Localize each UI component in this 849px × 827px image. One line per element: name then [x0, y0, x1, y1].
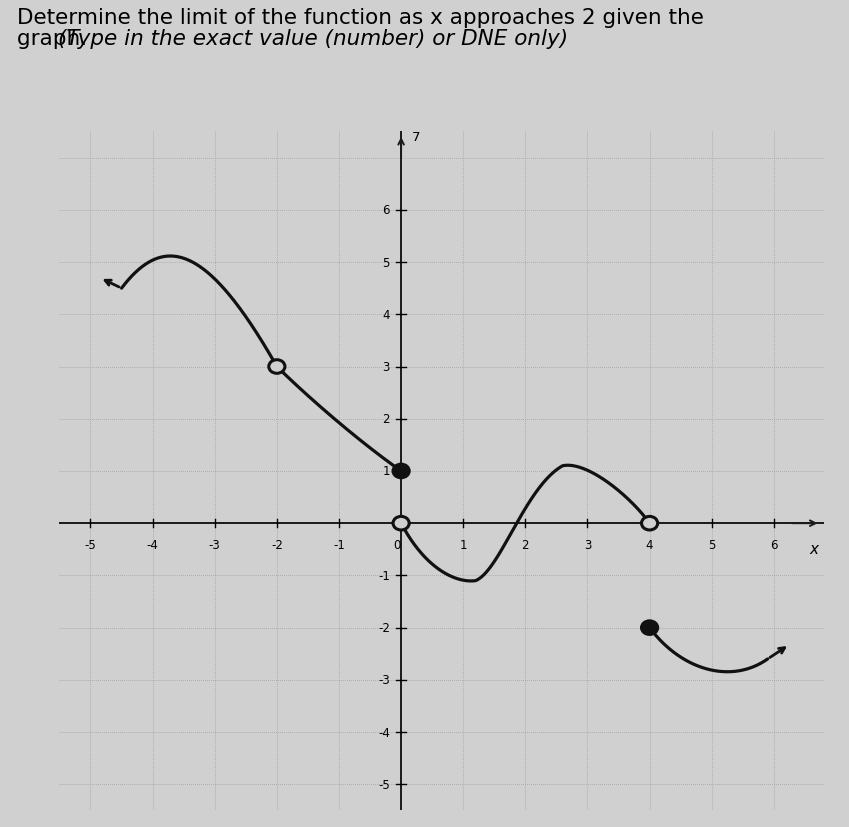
Circle shape: [393, 517, 409, 530]
Text: -1: -1: [378, 569, 390, 582]
Circle shape: [269, 361, 285, 374]
Text: 5: 5: [383, 256, 390, 270]
Text: -2: -2: [378, 621, 390, 634]
Text: -4: -4: [147, 538, 159, 551]
Text: -2: -2: [271, 538, 283, 551]
Text: -5: -5: [378, 778, 390, 791]
Text: 3: 3: [383, 361, 390, 374]
Text: 2: 2: [521, 538, 529, 551]
Circle shape: [393, 465, 409, 478]
Text: (Type in the exact value (number) or DNE only): (Type in the exact value (number) or DNE…: [58, 29, 568, 49]
Text: -4: -4: [378, 726, 390, 739]
Text: -5: -5: [85, 538, 97, 551]
Text: -3: -3: [209, 538, 221, 551]
Text: -1: -1: [333, 538, 345, 551]
Text: 4: 4: [382, 308, 390, 322]
Text: 6: 6: [382, 204, 390, 217]
Text: 4: 4: [646, 538, 654, 551]
Text: 7: 7: [413, 131, 421, 144]
Text: Determine the limit of the function as x approaches 2 given the: Determine the limit of the function as x…: [17, 8, 704, 28]
Text: 6: 6: [770, 538, 778, 551]
Text: x: x: [810, 542, 818, 557]
Text: 5: 5: [708, 538, 716, 551]
Text: 0: 0: [394, 538, 401, 551]
Text: 3: 3: [584, 538, 591, 551]
Text: 2: 2: [382, 413, 390, 426]
Text: graph.: graph.: [17, 29, 94, 49]
Text: -3: -3: [378, 673, 390, 686]
Text: 1: 1: [382, 465, 390, 478]
Circle shape: [642, 621, 658, 634]
Text: 1: 1: [459, 538, 467, 551]
Circle shape: [642, 517, 658, 530]
